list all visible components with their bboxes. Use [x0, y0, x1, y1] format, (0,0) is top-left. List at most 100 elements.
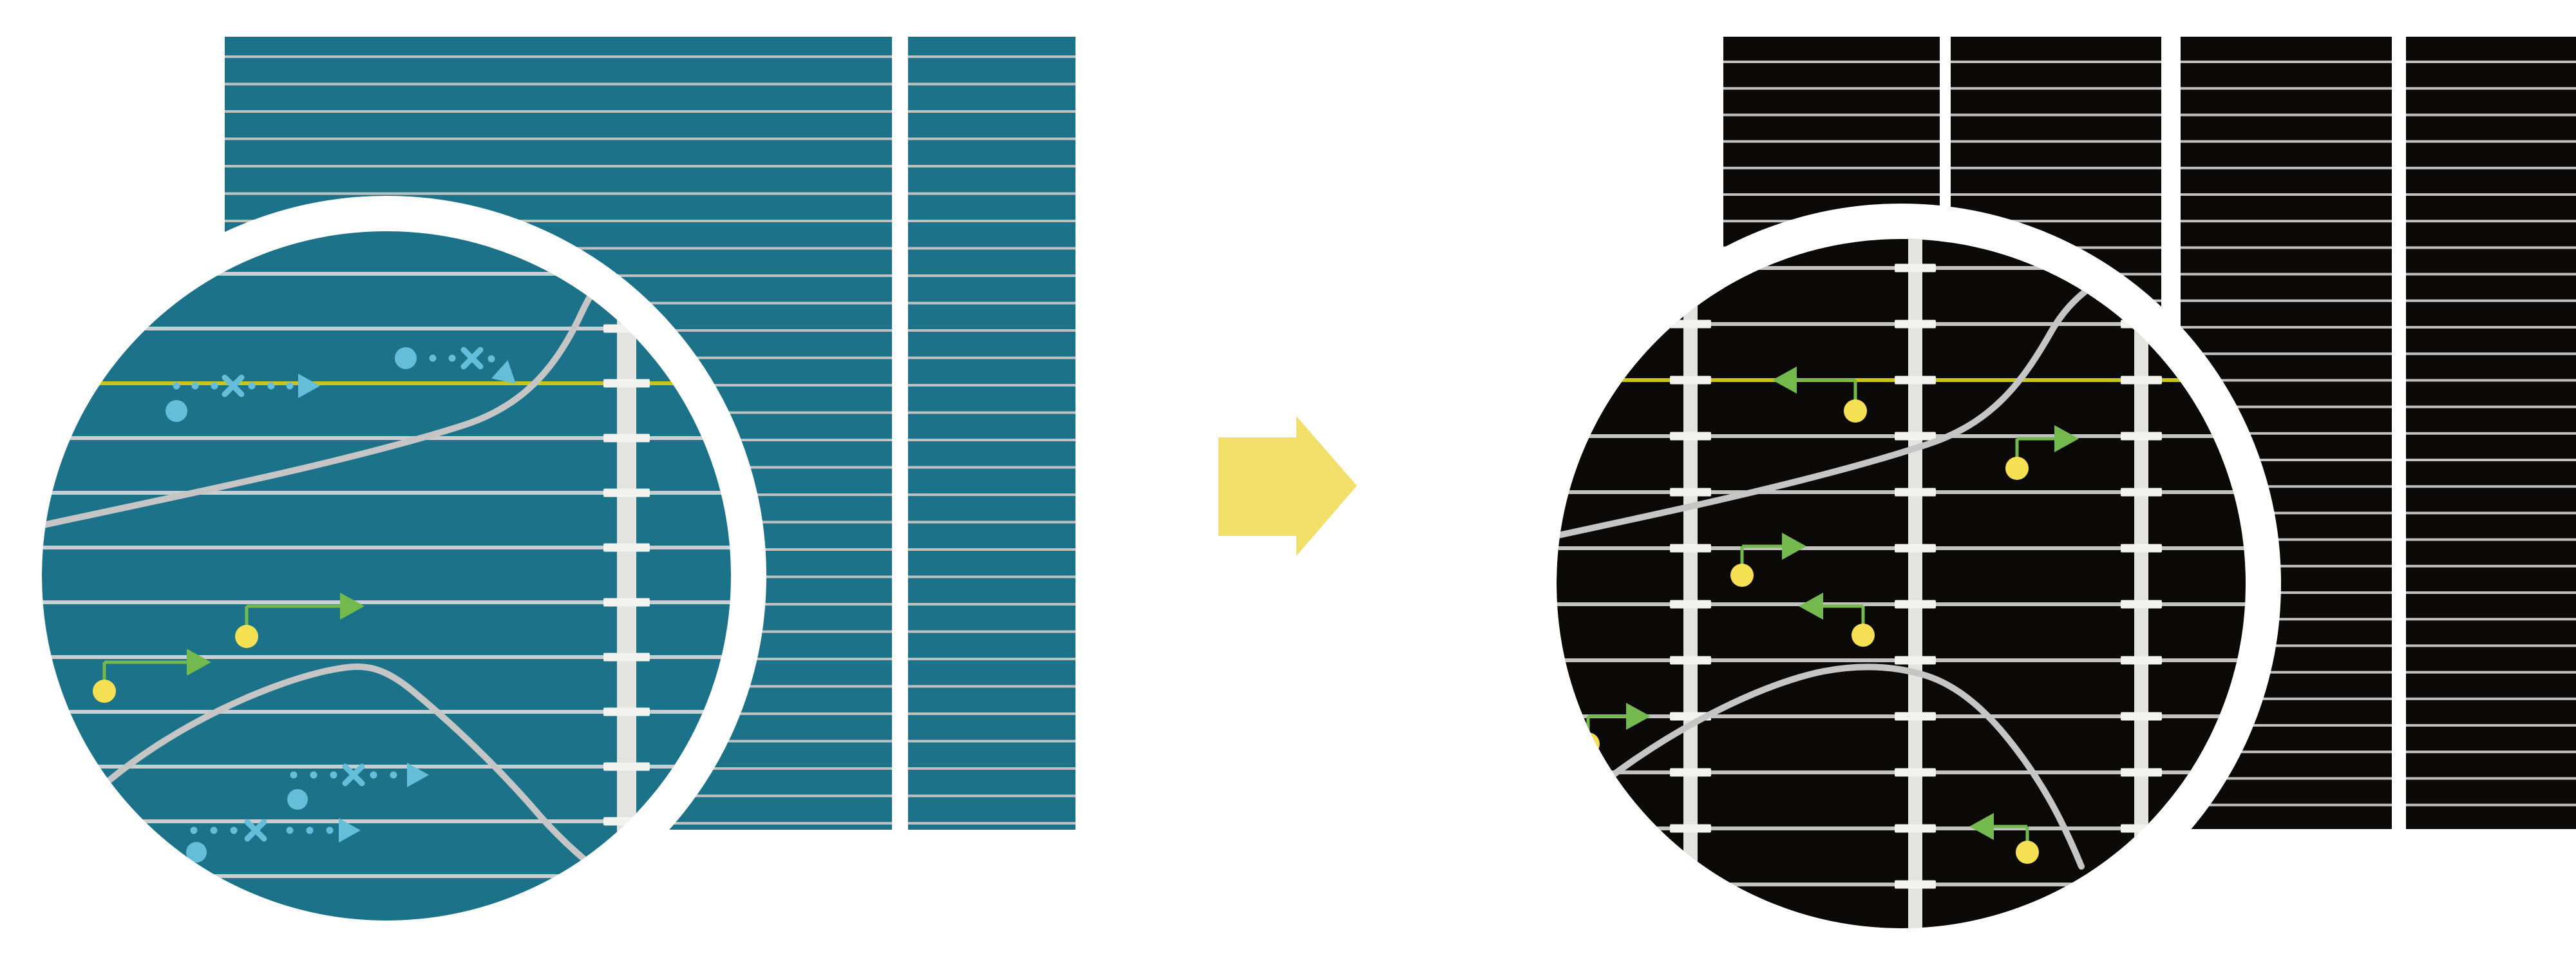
finger-line — [1723, 193, 1940, 196]
magnified-finger-line — [42, 436, 731, 440]
finger-line — [908, 658, 1075, 660]
busbar-solder-pad — [1670, 488, 1711, 497]
busbar-solder-pad — [603, 598, 650, 607]
finger-line — [908, 794, 1075, 797]
path-dot — [330, 771, 337, 779]
finger-line — [2181, 140, 2392, 143]
finger-line — [2406, 379, 2576, 382]
finger-line — [908, 137, 1075, 140]
busbar-solder-pad — [603, 653, 650, 662]
finger-line — [2406, 459, 2576, 461]
busbar-solder-pad — [1895, 768, 1936, 777]
finger-line — [908, 329, 1075, 332]
extraction-arrow — [1969, 813, 2039, 864]
charge-carrier-dot — [2016, 841, 2039, 864]
magnifier-left-ring — [6, 196, 766, 956]
finger-line — [2181, 193, 2392, 196]
finger-line — [1723, 113, 1940, 117]
finger-line — [2406, 140, 2576, 143]
extraction-arrow — [93, 649, 211, 703]
finger-line — [2181, 246, 2392, 249]
extraction-arrow — [2005, 425, 2079, 480]
finger-line — [2181, 272, 2392, 276]
busbar-solder-pad — [603, 543, 650, 552]
finger-line — [2181, 671, 2392, 674]
extraction-arrowhead — [1969, 813, 1994, 840]
finger-line — [908, 630, 1075, 633]
blocked-arrowhead — [339, 818, 361, 843]
finger-line — [225, 192, 892, 195]
busbar-solder-pad — [2121, 768, 2162, 777]
busbar-solder-pad — [1670, 824, 1711, 833]
finger-line — [1951, 87, 2161, 90]
finger-line — [2406, 750, 2576, 754]
finger-line — [2406, 671, 2576, 674]
block-x-icon — [222, 374, 245, 397]
busbar — [1908, 239, 1922, 928]
block-x-icon — [342, 763, 365, 787]
finger-line — [1951, 113, 2161, 117]
finger-line — [2406, 618, 2576, 621]
finger-line — [1723, 166, 1940, 169]
path-dot — [370, 771, 377, 779]
charge-carrier-dot — [1730, 564, 1754, 587]
magnifier-right-ring — [1521, 204, 2281, 964]
magnified-finger-line — [42, 546, 731, 549]
finger-line — [2181, 299, 2392, 302]
magnified-finger-line — [42, 710, 731, 714]
finger-line — [2181, 538, 2392, 541]
blocked-arrowhead — [407, 763, 429, 787]
finger-line — [2406, 326, 2576, 329]
finger-line — [225, 82, 892, 86]
busbar-solder-pad — [1670, 600, 1711, 609]
finger-line — [2181, 459, 2392, 461]
finger-line — [2181, 113, 2392, 117]
busbar-solder-pad — [1895, 376, 1936, 385]
magnified-finger-line — [42, 272, 731, 276]
magnified-finger-line — [42, 327, 731, 330]
magnifier-right — [1557, 239, 2246, 928]
transition-arrow — [1218, 416, 1357, 556]
block-x-icon — [244, 819, 267, 842]
finger-line — [1951, 166, 2161, 169]
finger-line — [2181, 591, 2392, 594]
finger-line — [908, 603, 1075, 606]
finger-line — [2181, 564, 2392, 568]
busbar-solder-pad — [603, 762, 650, 771]
charge-carrier-dot — [186, 842, 207, 863]
block-x-icon — [460, 347, 484, 370]
finger-line — [225, 110, 892, 113]
finger-line — [2181, 405, 2392, 408]
busbar-solder-pad — [603, 434, 650, 443]
finger-line — [908, 274, 1075, 277]
finger-line — [908, 192, 1075, 195]
finger-line — [2406, 724, 2576, 727]
finger-line — [2181, 485, 2392, 488]
charge-carrier-dot — [2005, 457, 2029, 480]
blocked-arrowhead — [298, 374, 320, 398]
busbar-solder-pad — [2121, 600, 2162, 609]
busbar-solder-pad — [2121, 544, 2162, 553]
path-dot — [173, 382, 180, 390]
charge-carrier-dot — [287, 789, 308, 810]
finger-line — [908, 55, 1075, 58]
finger-line — [2406, 246, 2576, 249]
finger-line — [1723, 61, 1940, 63]
busbar — [2134, 239, 2148, 928]
finger-line — [2406, 803, 2576, 807]
busbar-solder-pad — [1670, 656, 1711, 665]
busbar-solder-pad — [1670, 320, 1711, 329]
finger-line — [908, 712, 1075, 715]
finger-line — [2406, 697, 2576, 700]
extraction-arrowhead — [1799, 593, 1823, 620]
busbar-solder-pad — [1895, 656, 1936, 665]
finger-line — [908, 384, 1075, 387]
finger-line — [2406, 61, 2576, 63]
busbar-solder-pad — [1895, 544, 1936, 553]
busbar-solder-pad — [1670, 768, 1711, 777]
extraction-arrow — [1730, 533, 1806, 587]
finger-line — [908, 411, 1075, 414]
magnified-finger-line — [42, 874, 731, 878]
path-dot — [286, 826, 294, 834]
